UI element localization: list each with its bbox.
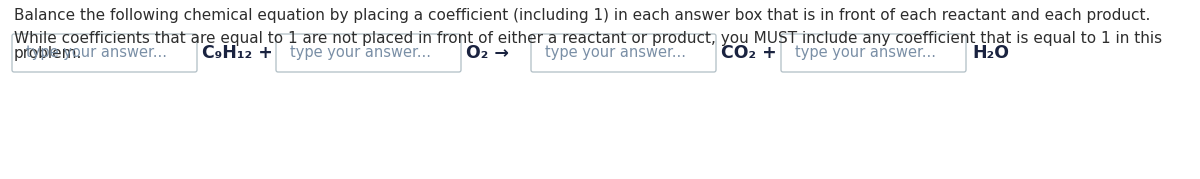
FancyBboxPatch shape — [12, 34, 197, 72]
Text: O₂ →: O₂ → — [466, 44, 509, 62]
Text: problem.: problem. — [14, 46, 83, 61]
Text: CO₂ +: CO₂ + — [721, 44, 776, 62]
Text: type your answer...: type your answer... — [26, 45, 167, 61]
FancyBboxPatch shape — [530, 34, 716, 72]
Text: type your answer...: type your answer... — [290, 45, 431, 61]
Text: type your answer...: type your answer... — [796, 45, 936, 61]
Text: Balance the following chemical equation by placing a coefficient (including 1) i: Balance the following chemical equation … — [14, 8, 1151, 23]
FancyBboxPatch shape — [276, 34, 461, 72]
Text: While coefficients that are equal to 1 are not placed in front of either a react: While coefficients that are equal to 1 a… — [14, 31, 1162, 46]
Text: H₂O: H₂O — [972, 44, 1009, 62]
FancyBboxPatch shape — [781, 34, 966, 72]
Text: C₉H₁₂ +: C₉H₁₂ + — [202, 44, 272, 62]
Text: type your answer...: type your answer... — [545, 45, 686, 61]
